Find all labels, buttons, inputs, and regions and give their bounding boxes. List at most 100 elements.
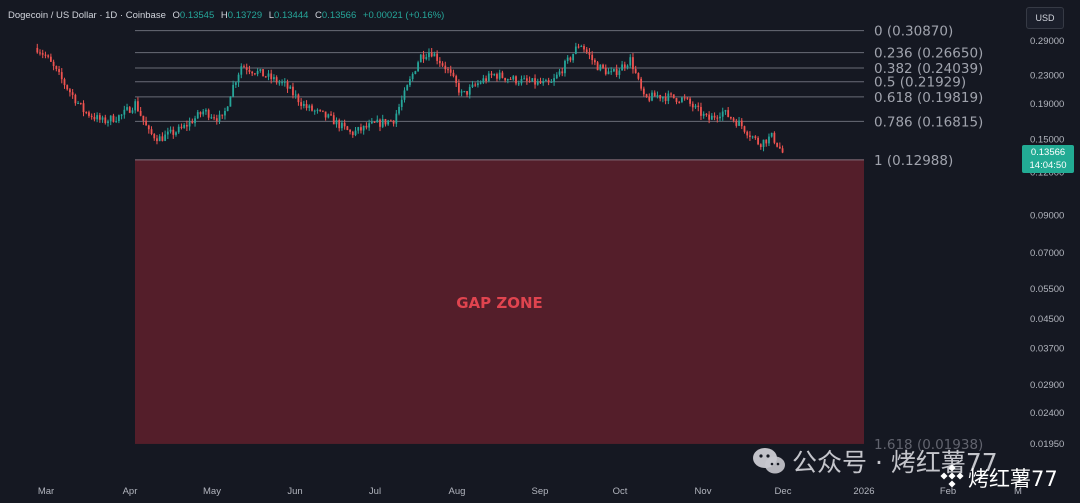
candle-body (199, 112, 202, 115)
candle-body (88, 112, 90, 116)
candle-body (542, 81, 545, 84)
candle (409, 76, 411, 88)
candle-body (177, 126, 180, 133)
candle-body (194, 118, 196, 124)
candle-body (697, 105, 700, 107)
candle (640, 76, 643, 91)
candle (147, 124, 150, 134)
candle-body (180, 126, 183, 128)
fib-label-0: 0 (0.30870) (874, 24, 953, 40)
candle (482, 74, 485, 84)
candle-body (539, 81, 542, 84)
candle (47, 54, 50, 59)
candle-body (640, 78, 643, 89)
candle-body (757, 137, 759, 145)
candle (708, 111, 711, 124)
candle (313, 109, 316, 115)
candle-body (740, 120, 743, 127)
candle (678, 100, 681, 104)
candle (256, 68, 259, 77)
candle (656, 91, 659, 99)
candle (705, 113, 708, 117)
candle-body (776, 142, 779, 147)
candle-body (485, 78, 487, 81)
low-value: 0.13444 (274, 10, 309, 21)
gap-zone-rect (135, 159, 864, 444)
candle (248, 65, 251, 75)
candle (455, 74, 458, 87)
candle (719, 112, 721, 122)
candle (362, 125, 365, 135)
candle (191, 118, 194, 124)
candle-body (702, 113, 705, 116)
candle-body (517, 83, 520, 85)
candle-body (156, 138, 158, 142)
candle (525, 75, 528, 85)
candle (234, 81, 237, 88)
candle (175, 131, 177, 137)
candle-body (455, 76, 458, 84)
x-tick-label: Jun (287, 486, 302, 497)
candle (558, 68, 561, 77)
candle (506, 78, 509, 84)
candle-body (610, 71, 613, 73)
candle-body (409, 79, 411, 86)
candle-body (751, 136, 754, 138)
y-tick-label: 0.02900 (1030, 380, 1064, 391)
candle-body (523, 78, 526, 80)
candle (501, 70, 504, 79)
candle (341, 120, 343, 131)
fib-label-0_236: 0.236 (0.26650) (874, 46, 983, 62)
candle-body (602, 64, 604, 68)
candle (58, 65, 60, 75)
candle-body (536, 81, 539, 85)
candle-body (120, 114, 123, 116)
candle-body (74, 94, 77, 104)
candle-body (360, 127, 362, 131)
candle (618, 68, 621, 79)
candle-body (109, 115, 112, 122)
candle-body (308, 105, 311, 109)
candle (164, 130, 167, 142)
candle-body (351, 131, 354, 136)
candle (172, 126, 175, 139)
candle-body (256, 70, 259, 75)
candle-body (183, 124, 186, 128)
candle-body (243, 66, 245, 68)
candle-body (645, 94, 648, 98)
candle-body (210, 117, 213, 119)
x-tick-label: Mar (38, 486, 54, 497)
candle (381, 114, 384, 129)
candle-body (634, 69, 637, 74)
candle (262, 69, 264, 77)
candle-body (335, 120, 338, 125)
candle-body (770, 132, 773, 137)
candle-body (773, 132, 776, 143)
candle (751, 135, 754, 139)
last-price: 0.13566 (1030, 147, 1066, 158)
candle-body (754, 136, 757, 138)
candle (735, 118, 738, 128)
candle-body (719, 116, 721, 119)
candle-body (36, 47, 39, 53)
candle-body (82, 103, 85, 113)
currency-button[interactable]: USD (1026, 7, 1064, 29)
candle-body (115, 121, 118, 123)
candle-body (237, 74, 240, 83)
candle (74, 93, 77, 106)
candle-body (158, 136, 161, 142)
y-tick-label: 0.03700 (1030, 343, 1064, 354)
fib-label-0_5: 0.5 (0.21929) (874, 75, 966, 91)
candle (659, 94, 662, 102)
candle-body (604, 67, 607, 75)
candle-body (613, 69, 615, 72)
x-tick-label: Sep (532, 486, 549, 497)
candle (716, 115, 719, 123)
candle (778, 142, 781, 149)
candle-body (332, 115, 335, 125)
candle-body (107, 121, 109, 123)
x-tick-label: Nov (695, 486, 712, 497)
candle-body (66, 85, 69, 90)
candle (468, 84, 471, 99)
